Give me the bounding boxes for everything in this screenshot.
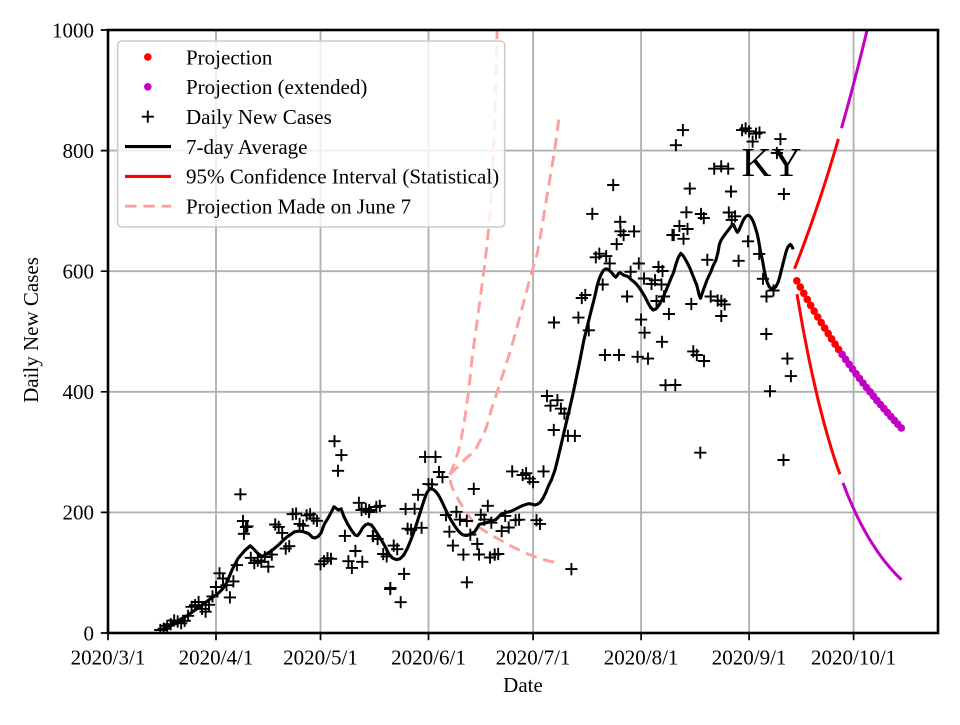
- svg-text:600: 600: [63, 260, 95, 284]
- svg-text:Projection (extended): Projection (extended): [186, 75, 367, 99]
- svg-text:Projection Made on June 7: Projection Made on June 7: [186, 195, 411, 219]
- svg-text:2020/6/1: 2020/6/1: [391, 646, 466, 670]
- svg-text:Daily New Cases: Daily New Cases: [186, 105, 332, 129]
- svg-text:2020/7/1: 2020/7/1: [496, 646, 571, 670]
- svg-text:2020/10/1: 2020/10/1: [811, 646, 896, 670]
- svg-text:Daily New Cases: Daily New Cases: [19, 257, 43, 403]
- svg-text:95% Confidence Interval (Stati: 95% Confidence Interval (Statistical): [186, 165, 499, 189]
- svg-text:1000: 1000: [52, 18, 94, 42]
- svg-text:7-day Average: 7-day Average: [186, 135, 307, 159]
- svg-text:2020/5/1: 2020/5/1: [283, 646, 358, 670]
- svg-text:800: 800: [63, 139, 95, 163]
- svg-text:400: 400: [63, 380, 95, 404]
- svg-text:Projection: Projection: [186, 45, 273, 69]
- svg-text:0: 0: [84, 621, 95, 645]
- svg-text:2020/8/1: 2020/8/1: [604, 646, 679, 670]
- svg-text:KY: KY: [742, 139, 802, 185]
- svg-text:200: 200: [63, 501, 95, 525]
- svg-text:2020/4/1: 2020/4/1: [179, 646, 254, 670]
- svg-text:2020/9/1: 2020/9/1: [712, 646, 787, 670]
- svg-text:Date: Date: [503, 673, 543, 697]
- svg-text:2020/3/1: 2020/3/1: [71, 646, 146, 670]
